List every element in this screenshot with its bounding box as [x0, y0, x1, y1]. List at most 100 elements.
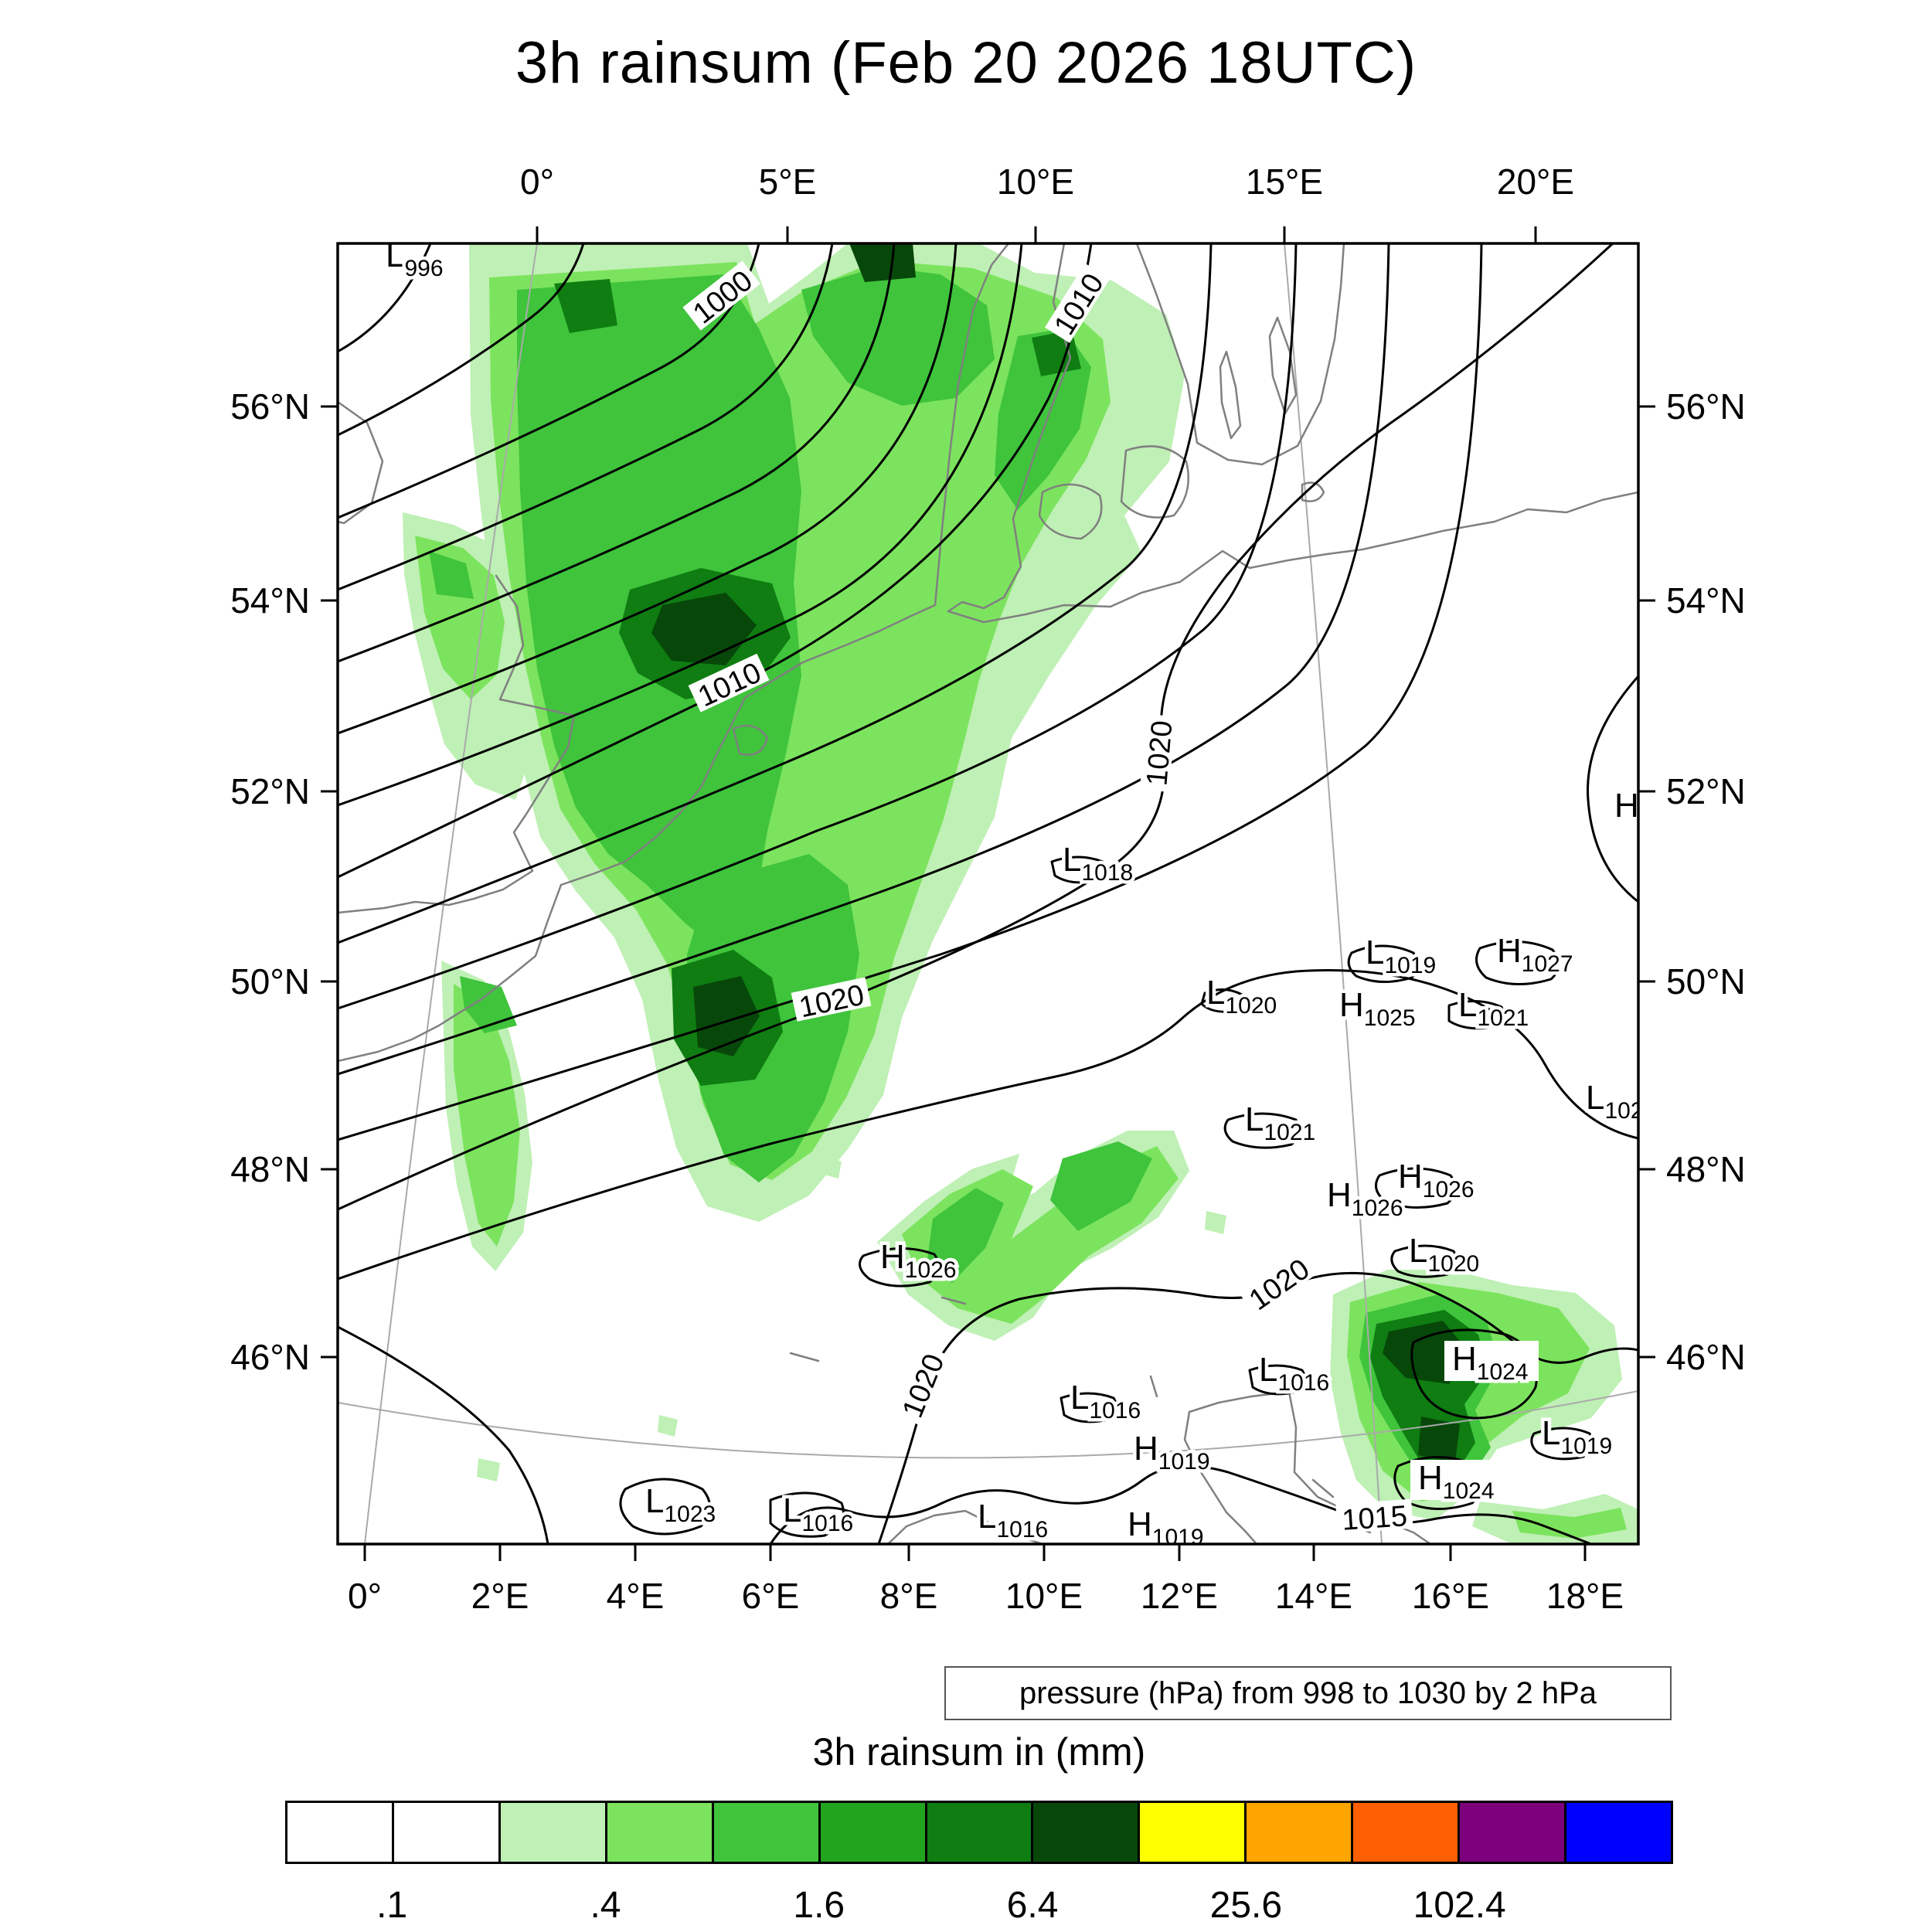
axis-label-left: 50°N: [230, 961, 310, 1002]
coastline: [947, 491, 1638, 624]
pressure-center-label: L1021: [1245, 1100, 1315, 1145]
colorbar-cell: [820, 1803, 927, 1862]
isobar-value-label: 1020: [893, 1344, 951, 1426]
coastline: [338, 400, 384, 525]
pressure-center-label: L1019: [1366, 934, 1436, 978]
axis-label-left: 46°N: [230, 1337, 310, 1377]
map-frame: 0° 5°E 10°E 15°E 20°E0° 2°E 4°E 6°E 8°E 10°E 12°E 1…: [230, 162, 1746, 1616]
isobar-value-label: 1020: [1238, 1249, 1318, 1317]
isobar-contour: [338, 243, 1390, 1076]
isobar-contour: [338, 243, 1298, 1010]
coastline: [940, 1296, 967, 1305]
axis-label-bottom: 2°E: [471, 1576, 529, 1616]
isobar-contour: [338, 243, 432, 353]
axis-label-bottom: 14°E: [1275, 1576, 1352, 1616]
axis-label-bottom: 10°E: [1005, 1576, 1083, 1616]
isobar-contour: [1248, 1364, 1307, 1396]
colorbar-cell: [1460, 1803, 1567, 1862]
isobar-contour: [1050, 855, 1107, 884]
isobar-contour: [769, 1464, 1592, 1544]
colorbar-cell: [1140, 1803, 1247, 1862]
colorbar-cell: [607, 1803, 714, 1862]
pressure-center-label: H1019: [1134, 1430, 1210, 1475]
coastline: [1219, 350, 1242, 440]
map-layers: 1000 1010101010201020102010201015L996L101…: [338, 243, 1639, 1544]
precip-region-l5: [849, 243, 916, 282]
pressure-center-label: H1024: [1418, 1459, 1495, 1504]
coastline: [560, 243, 1010, 886]
coastline: [1038, 483, 1103, 540]
pressure-center-label: L1020: [1206, 974, 1277, 1019]
svg-text:1020: 1020: [1141, 719, 1179, 787]
axis-label-right: 56°N: [1666, 386, 1746, 427]
isobar-contour: [1375, 1167, 1457, 1209]
pressure-center-label: L1023: [645, 1482, 716, 1527]
axis-label-bottom: 16°E: [1412, 1576, 1489, 1616]
colorbar-cell: [393, 1803, 501, 1862]
isobar-contour: [1060, 1392, 1118, 1423]
axis-label-bottom: 8°E: [880, 1576, 938, 1616]
colorbar-cell: [1033, 1803, 1141, 1862]
pressure-center-label: H: [1614, 787, 1639, 825]
precip-region-l3: [995, 328, 1091, 510]
isobar-contour: [1347, 944, 1419, 984]
pressure-center-label: L1016: [978, 1498, 1048, 1543]
colorbar-tick-label: 1.6: [793, 1885, 845, 1926]
pressure-center-label: H1024: [1452, 1340, 1529, 1385]
axis-label-bottom: 18°E: [1546, 1576, 1624, 1616]
pressure-center-label: L1021: [1458, 986, 1529, 1031]
precip-region-l1: [477, 1458, 500, 1481]
axis-label-bottom: 4°E: [607, 1576, 665, 1616]
precip-region-l2: [454, 984, 520, 1247]
precip-region-l4: [554, 279, 617, 333]
isobar-contour: [1475, 940, 1560, 985]
isobar-contour: [338, 1325, 549, 1544]
pressure-center-label: L1016: [1070, 1379, 1141, 1423]
isobar-value-label: 1015: [1335, 1498, 1413, 1537]
coastline: [1311, 1478, 1335, 1498]
axis-label-top: 0°: [520, 162, 554, 202]
colorbar-tick-label: 6.4: [1006, 1885, 1059, 1926]
coastline: [1301, 481, 1325, 502]
precip-region-l3: [927, 1188, 1004, 1283]
colorbar-cell: [1566, 1803, 1671, 1862]
colorbar-title: 3h rainsum in (mm): [812, 1730, 1146, 1774]
isobar-contour: [338, 243, 1023, 807]
axis-label-top: 15°E: [1246, 162, 1323, 202]
colorbar-cell: [1353, 1803, 1461, 1862]
precip-region-l1: [1205, 1211, 1226, 1234]
pressure-center-label: L1019: [1542, 1414, 1612, 1459]
precip-region-l2: [1512, 1508, 1627, 1539]
axis-label-bottom: 0°: [348, 1576, 382, 1616]
colorbar-tick-label: .4: [590, 1885, 621, 1926]
isobar-contour: [338, 243, 1213, 944]
isobar-contour: [1447, 999, 1505, 1030]
isobar-contour: [619, 1478, 711, 1536]
isobar-contour: [1587, 675, 1638, 903]
coastline: [886, 1509, 1044, 1544]
pressure-center-label: L1018: [1063, 841, 1133, 886]
pressure-legend-box: pressure (hPa) from 998 to 1030 by 2 hPa: [944, 1666, 1672, 1720]
colorbar-tick-label: 25.6: [1209, 1885, 1283, 1926]
coastline: [1135, 243, 1345, 466]
isobar-contour: [769, 1492, 845, 1538]
isobar-contour: [1200, 988, 1244, 1013]
graticule-line: [364, 243, 538, 1544]
pressure-center-label: H1026: [1327, 1176, 1403, 1221]
pressure-center-label: H1027: [1497, 932, 1573, 977]
isobar-contour: [338, 243, 834, 591]
axis-label-bottom: 6°E: [742, 1576, 800, 1616]
pressure-center-label: L1016: [1259, 1351, 1329, 1396]
precip-region-l1: [821, 1157, 842, 1179]
isobar-contour: [1393, 1455, 1484, 1510]
map-border: [336, 242, 1640, 1546]
pressure-center-label: H1026: [880, 1238, 957, 1283]
colorbar-cell: [927, 1803, 1034, 1862]
axis-label-top: 20°E: [1497, 162, 1574, 202]
coastline: [1183, 1410, 1258, 1544]
isobar-contour: [338, 243, 957, 735]
colorbar-cell: [500, 1803, 607, 1862]
isobar-contour: [338, 243, 896, 663]
colorbar-cell: [713, 1803, 821, 1862]
isobar-contour: [338, 969, 1638, 1281]
